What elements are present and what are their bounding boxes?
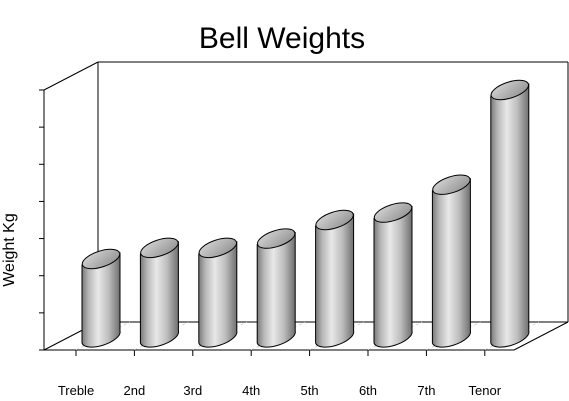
- bars: [81, 79, 530, 348]
- bar-top: [490, 79, 530, 101]
- y-axis-ticks: [39, 89, 44, 351]
- chart-title: Bell Weights: [199, 22, 365, 55]
- bar: [490, 79, 530, 348]
- bar-body: [431, 178, 471, 348]
- bar-top: [81, 248, 121, 270]
- x-tick-label: 7th: [417, 383, 435, 398]
- x-tick-label: Treble: [58, 383, 94, 398]
- bar-body: [198, 241, 238, 348]
- bar: [198, 237, 238, 348]
- bar-top: [315, 209, 354, 231]
- bar-top: [140, 237, 179, 259]
- x-tick-label: 2nd: [124, 383, 146, 398]
- bar: [315, 209, 355, 348]
- bar-body: [81, 252, 121, 348]
- bar: [81, 248, 121, 348]
- chart-frame: [43, 61, 569, 351]
- bar: [373, 202, 413, 348]
- bar: [256, 228, 296, 348]
- x-axis-ticks: [75, 350, 486, 356]
- bar-top: [432, 174, 471, 195]
- bar-body: [315, 213, 355, 348]
- x-tick-label: 6th: [359, 383, 377, 398]
- bar-body: [256, 231, 296, 348]
- bar-top: [198, 237, 238, 259]
- bar-top: [256, 228, 296, 249]
- x-tick-label: Tenor: [469, 383, 502, 398]
- x-tick-label: 5th: [301, 383, 319, 398]
- x-tick-label: 3rd: [183, 383, 202, 398]
- bar: [139, 237, 179, 348]
- bar-body: [373, 205, 413, 348]
- bar-body: [490, 83, 530, 348]
- bar-body: [139, 241, 179, 348]
- x-axis-labels: Treble 2nd 3rd 4th 5th 6th 7th Tenor: [58, 383, 502, 398]
- bar-top: [373, 202, 413, 223]
- x-tick-label: 4th: [242, 383, 260, 398]
- y-axis-label: Weight Kg: [1, 213, 18, 287]
- bar: [431, 174, 471, 348]
